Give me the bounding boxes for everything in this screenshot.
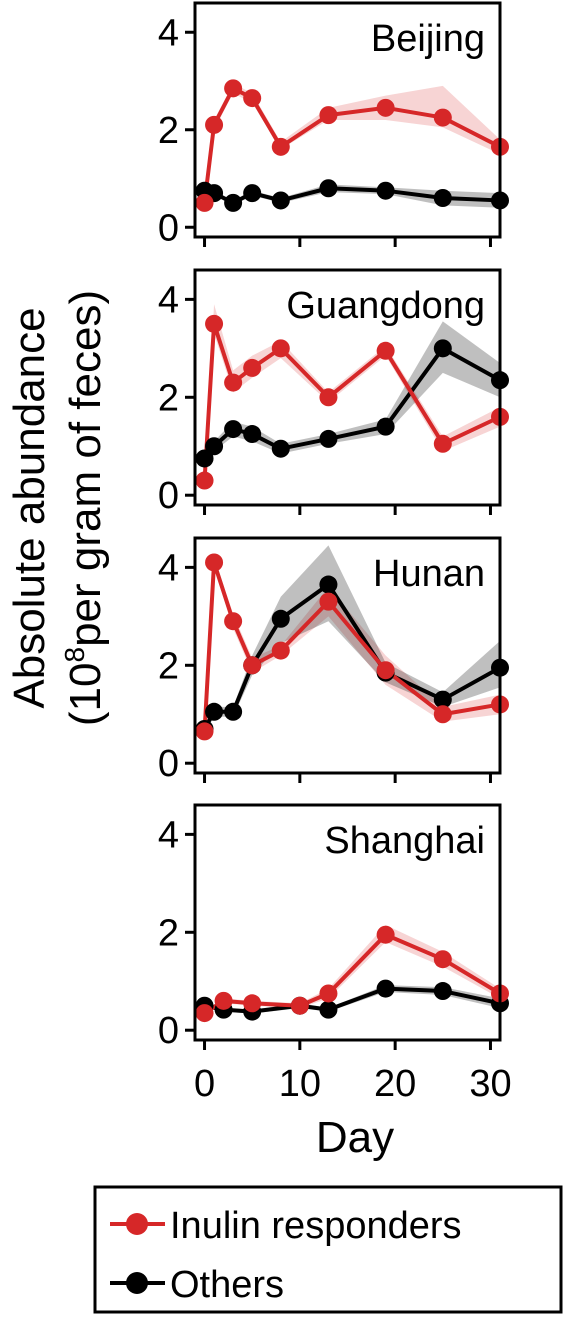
guangdong-inulin-responders-point — [243, 358, 262, 377]
x-tick-labels: 0 10 20 30 — [194, 1063, 512, 1105]
x-tick-label: 0 — [194, 1063, 215, 1105]
legend-label-others: Others — [170, 1264, 284, 1306]
beijing-inulin-responders-point — [195, 193, 214, 212]
panel-shanghai: 0 2 4 Shanghai — [158, 803, 509, 1052]
beijing-others-point — [224, 193, 243, 212]
panel-title-guangdong: Guangdong — [286, 285, 485, 327]
y-tick-label: 0 — [158, 475, 179, 517]
guangdong-others-point — [376, 417, 395, 436]
legend-marker-inulin — [126, 1213, 148, 1235]
beijing-others-point — [433, 189, 452, 207]
panel-frame — [193, 536, 502, 775]
guangdong-others-point — [205, 437, 224, 456]
shanghai-inulin-responders-point — [319, 984, 338, 1003]
panel-frame — [193, 1, 502, 239]
legend-label-inulin: Inulin responders — [170, 1205, 462, 1247]
hunan-inulin-responders-point — [205, 553, 224, 572]
guangdong-others-point — [195, 449, 214, 468]
guangdong-others-band — [204, 321, 500, 464]
guangdong-others-point — [319, 429, 338, 448]
beijing-inulin-responders-point — [319, 106, 338, 125]
y-axis-units-open: (10 — [61, 663, 110, 727]
beijing-inulin-responders-point — [376, 98, 395, 117]
beijing-others-point — [319, 179, 338, 198]
panel-title-hunan: Hunan — [373, 553, 485, 595]
panel-title-shanghai: Shanghai — [324, 820, 485, 862]
hunan-inulin-responders-band — [204, 557, 500, 734]
panels-group: 0 2 4 Beijing 0 2 4 Guangdong 0 2 4 Hunan 0 2 4 Shangha… — [158, 1, 509, 1052]
shanghai-others-point — [376, 979, 395, 998]
panel-guangdong: 0 2 4 Guangdong — [158, 268, 509, 517]
guangdong-inulin-responders-point — [205, 314, 224, 333]
shanghai-others-point — [433, 982, 452, 1001]
panel-beijing: 0 2 4 Beijing — [158, 1, 509, 249]
hunan-others-band — [204, 545, 500, 734]
hunan-others-point — [433, 690, 452, 709]
y-axis-title-units: (108per gram of feces) — [59, 290, 110, 726]
x-tick-label: 30 — [469, 1063, 511, 1105]
hunan-inulin-responders-point — [243, 656, 262, 675]
hunan-others-point — [319, 575, 338, 594]
y-axis-title: Absolute abundance — [5, 307, 54, 708]
y-axis-units-rest: per gram of feces) — [61, 290, 110, 647]
panel-hunan: 0 2 4 Hunan — [158, 536, 509, 785]
guangdong-inulin-responders-point — [433, 434, 452, 453]
x-tick-label: 10 — [279, 1063, 321, 1105]
x-axis-title: Day — [316, 1113, 394, 1162]
y-tick-label: 2 — [158, 912, 179, 954]
y-tick-label: 0 — [158, 207, 179, 249]
hunan-inulin-responders-point — [376, 661, 395, 680]
panel-title-beijing: Beijing — [371, 18, 485, 60]
shanghai-inulin-responders-point — [433, 950, 452, 969]
guangdong-others-point — [271, 439, 290, 458]
hunan-inulin-responders-point — [195, 722, 214, 741]
beijing-inulin-responders-point — [205, 115, 224, 134]
shanghai-inulin-responders-point — [195, 1004, 214, 1023]
shanghai-inulin-responders-point — [243, 994, 262, 1013]
beijing-inulin-responders-point — [433, 108, 452, 127]
shanghai-inulin-responders-point — [290, 996, 309, 1015]
beijing-others-point — [243, 184, 262, 203]
shanghai-inulin-responders-point — [214, 991, 233, 1010]
beijing-others-point — [376, 181, 395, 200]
shanghai-inulin-responders-point — [376, 925, 395, 944]
panel-frame — [193, 803, 502, 1042]
beijing-inulin-responders-point — [271, 137, 290, 156]
guangdong-inulin-responders-point — [319, 388, 338, 407]
x-tick-label: 20 — [374, 1063, 416, 1105]
legend-frame — [93, 1185, 563, 1314]
guangdong-others-point — [243, 425, 262, 444]
hunan-inulin-responders-point — [271, 641, 290, 660]
beijing-others-point — [271, 191, 290, 210]
y-tick-label: 2 — [158, 645, 179, 687]
hunan-others-point — [224, 702, 243, 721]
y-tick-label: 4 — [158, 814, 179, 856]
y-tick-label: 2 — [158, 377, 179, 419]
guangdong-others-point — [433, 339, 452, 358]
y-tick-label: 0 — [158, 1010, 179, 1052]
guangdong-inulin-responders-point — [224, 373, 243, 392]
y-tick-label: 0 — [158, 743, 179, 785]
hunan-others-point — [271, 609, 290, 628]
y-tick-label: 4 — [158, 547, 179, 589]
y-tick-label: 4 — [158, 279, 179, 321]
hunan-inulin-responders-point — [224, 612, 243, 631]
guangdong-inulin-responders-point — [271, 339, 290, 358]
legend-marker-others — [126, 1272, 148, 1294]
hunan-others-point — [205, 702, 224, 721]
hunan-inulin-responders-point — [319, 592, 338, 611]
legend: Inulin responders Others — [93, 1185, 563, 1314]
y-tick-label: 2 — [158, 110, 179, 152]
guangdong-inulin-responders-point — [195, 471, 214, 490]
y-axis-units-superscript: 8 — [59, 647, 90, 663]
guangdong-others-point — [224, 420, 243, 439]
y-tick-label: 4 — [158, 12, 179, 54]
beijing-inulin-responders-point — [243, 89, 262, 108]
shanghai-others-point — [319, 1000, 338, 1019]
panel-frame — [193, 268, 502, 507]
beijing-inulin-responders-point — [224, 79, 243, 98]
guangdong-inulin-responders-point — [376, 341, 395, 360]
hunan-inulin-responders-point — [433, 705, 452, 724]
